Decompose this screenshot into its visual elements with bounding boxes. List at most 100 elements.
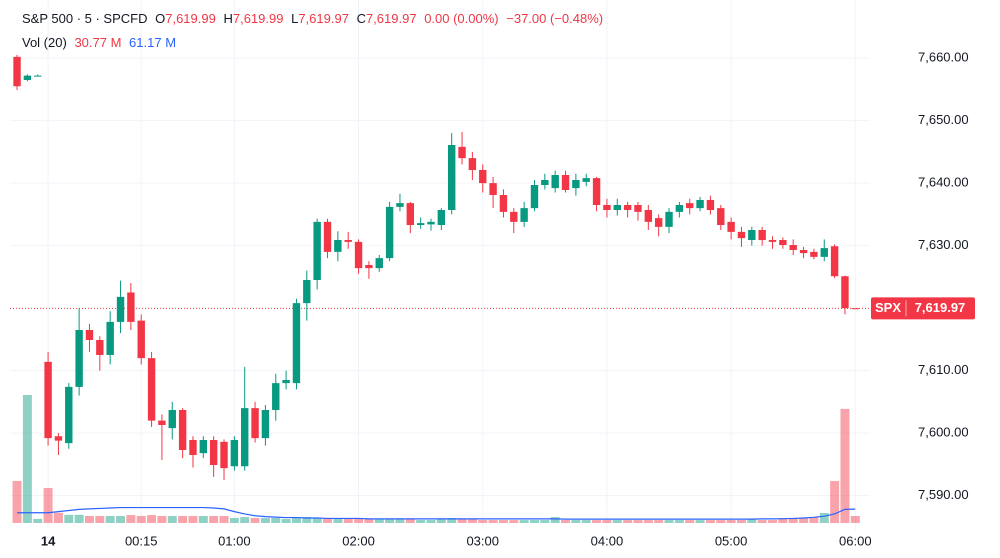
candle-body	[520, 208, 528, 222]
x-tick-label: 03:00	[466, 533, 499, 548]
candle-body	[427, 221, 435, 225]
candle-body	[385, 206, 394, 259]
volume-bar	[84, 515, 94, 523]
volume-bar	[416, 520, 426, 523]
candle-body	[541, 180, 549, 185]
volume-bar	[436, 518, 446, 523]
candle-body	[199, 440, 208, 454]
candle-body	[354, 241, 363, 269]
ohlc-label: H	[223, 11, 233, 26]
change: 0.00 (0.00%)	[424, 11, 499, 26]
candle-body	[675, 205, 684, 212]
volume-bar	[778, 518, 788, 523]
candle-body	[375, 258, 383, 269]
candle-body	[551, 175, 559, 189]
volume-bar	[467, 518, 477, 523]
volume-bar	[126, 515, 136, 523]
ohlc-value: 7,619.97	[298, 11, 349, 26]
volume-bar	[147, 515, 157, 523]
volume-bar	[519, 520, 529, 523]
candle-body	[34, 75, 42, 77]
candle-body	[799, 250, 808, 254]
x-tick-label: 04:00	[591, 533, 624, 548]
volume-bar	[157, 515, 167, 523]
candle-body	[292, 303, 301, 384]
volume-bar	[116, 515, 126, 523]
volume-bar	[799, 517, 809, 523]
volume-bar	[674, 520, 684, 523]
volume-bar	[22, 395, 32, 523]
volume-bar	[509, 520, 519, 523]
volume-bar	[74, 514, 84, 523]
candle-body	[582, 178, 590, 182]
volume-bar	[809, 517, 819, 523]
volume-bar	[250, 517, 260, 523]
y-tick-label: 7,610.00	[918, 362, 969, 377]
candle-body	[727, 221, 735, 232]
candle-body	[623, 205, 632, 210]
price-tag-name: SPX	[875, 300, 901, 315]
volume-bar	[695, 520, 705, 523]
candle-body	[789, 245, 797, 250]
candle-body	[75, 330, 83, 387]
volume-bar	[612, 520, 622, 523]
candle-body	[851, 308, 860, 310]
candle-body	[748, 230, 756, 240]
volume-bar	[105, 515, 115, 523]
candle-body	[261, 410, 270, 439]
volume-bar	[736, 520, 746, 523]
volume-bar	[623, 520, 633, 523]
candle-body	[841, 276, 849, 309]
candle-body	[820, 248, 828, 257]
candle-body	[706, 200, 715, 210]
volume-bar	[312, 517, 322, 523]
volume-bar	[654, 520, 664, 523]
candle-body	[106, 321, 114, 355]
candle-body	[696, 200, 704, 209]
volume-bar	[819, 512, 829, 523]
volume-bar	[664, 520, 674, 523]
volume-bar	[229, 517, 239, 523]
candle-body	[779, 240, 787, 245]
price-tag-value: 7,619.97	[915, 300, 966, 315]
y-tick-label: 7,600.00	[918, 425, 969, 440]
candle-body	[137, 320, 145, 359]
volume-bar	[260, 517, 270, 523]
candle-body	[737, 231, 746, 239]
candle-body	[437, 210, 446, 225]
volume-bar	[529, 520, 539, 523]
candle-body	[830, 246, 839, 277]
x-tick-label: 06:00	[839, 533, 872, 548]
ohlc-value: 7,619.97	[365, 11, 417, 26]
volume-bar	[64, 514, 74, 523]
candle-body	[251, 408, 259, 439]
candle-body	[717, 208, 725, 225]
y-tick-label: 7,660.00	[918, 50, 969, 65]
candle-body	[561, 175, 570, 190]
candle-body	[479, 170, 487, 184]
candle-body	[613, 205, 621, 210]
candle-body	[406, 203, 414, 225]
volume-bar	[581, 520, 591, 523]
candle-body	[447, 145, 456, 210]
candle-body	[634, 205, 642, 212]
candle-body	[458, 146, 466, 159]
volume-bar	[830, 480, 840, 523]
candle-body	[241, 408, 249, 467]
volume-bar	[53, 512, 63, 523]
volume-bar	[768, 520, 778, 523]
volume-bar	[850, 516, 860, 523]
candle-body	[220, 441, 228, 469]
volume-bar	[592, 520, 602, 523]
candle-body	[499, 195, 508, 212]
volume-bar	[43, 487, 53, 523]
volume-bar	[716, 520, 726, 523]
volume-value: 30.77 M	[74, 35, 122, 50]
x-tick-label: 01:00	[218, 533, 251, 548]
volume-bar	[478, 520, 488, 523]
candle-body	[282, 380, 290, 384]
volume-bar	[643, 520, 653, 523]
volume-bar	[602, 520, 612, 523]
